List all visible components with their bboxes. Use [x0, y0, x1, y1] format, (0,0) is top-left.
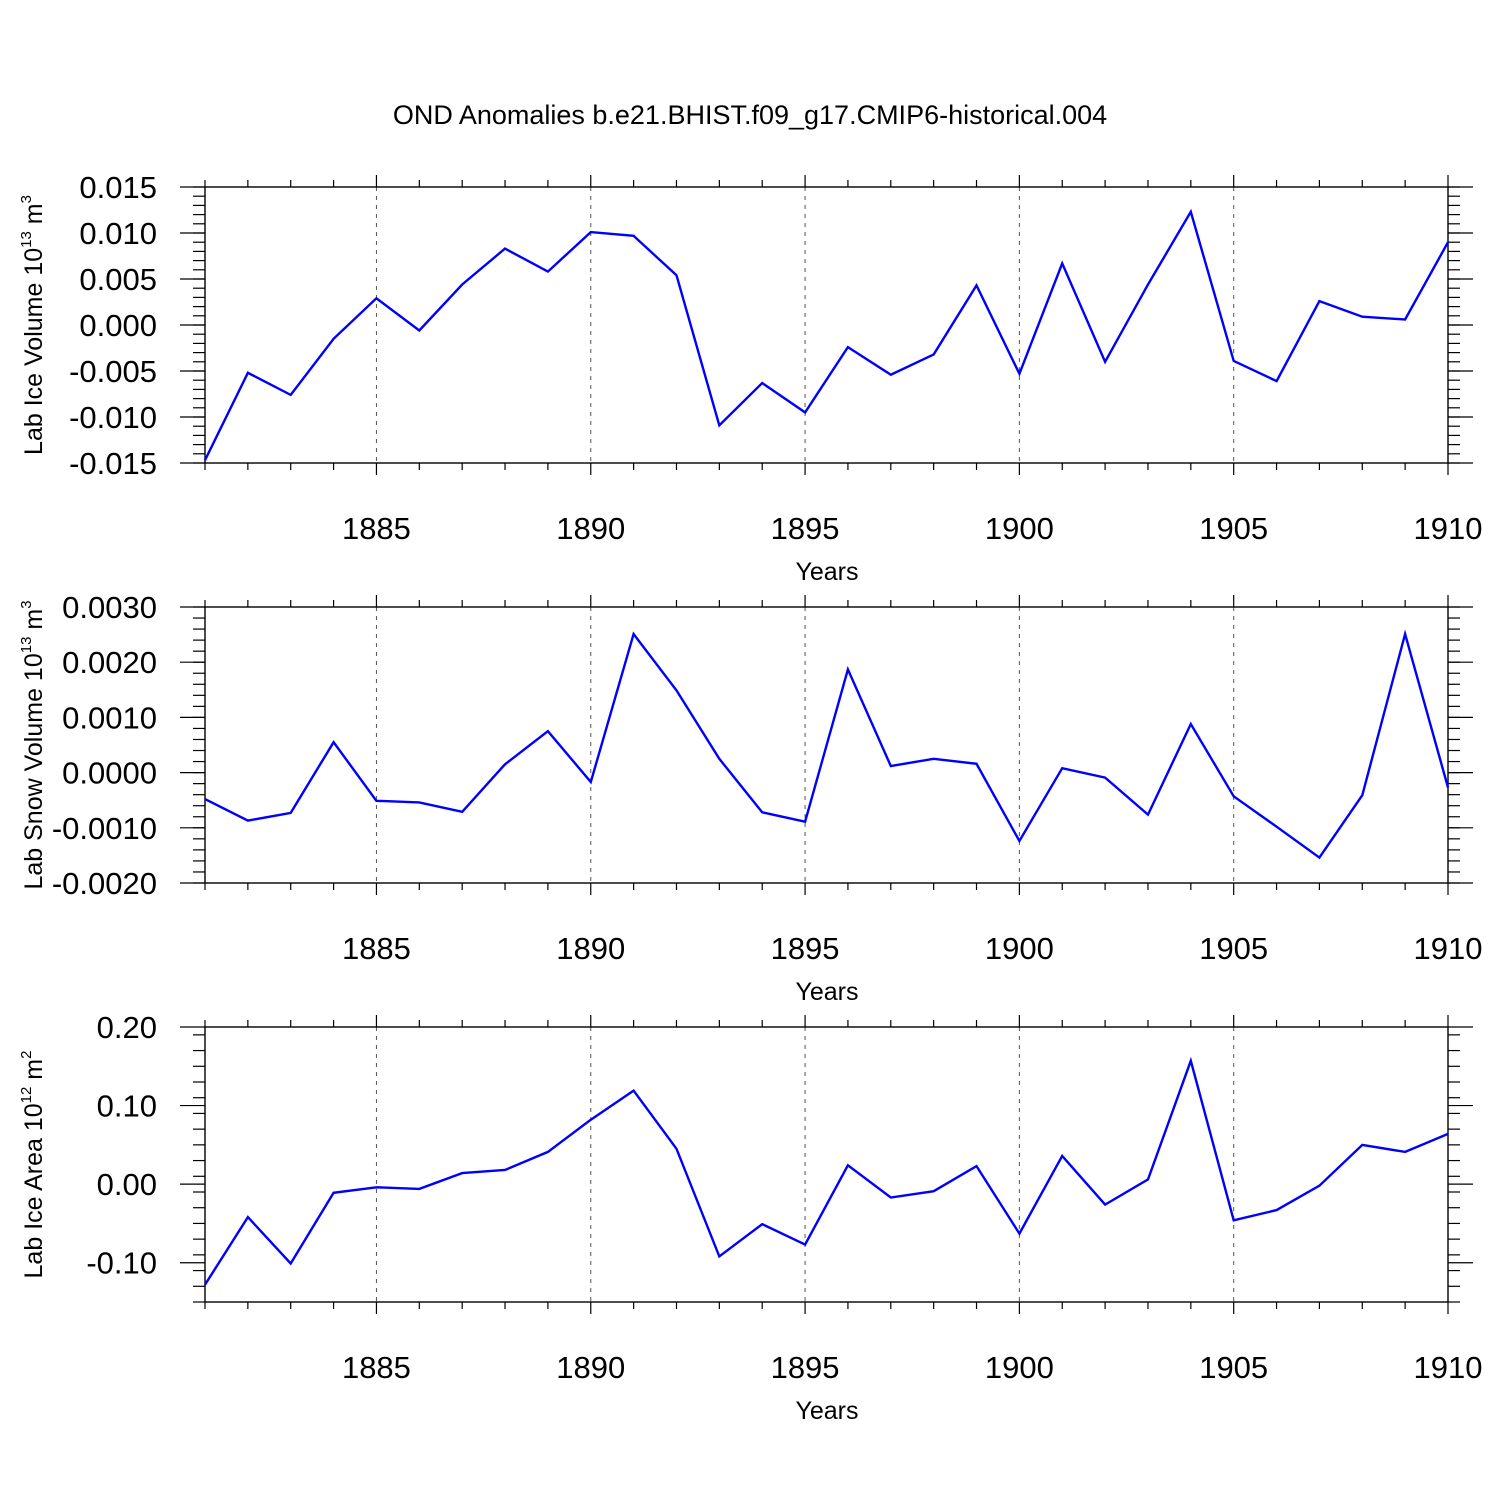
y-axis-label-exponent: 12 [18, 1087, 35, 1104]
x-tick-label: 1885 [342, 1350, 411, 1385]
panels: -0.015 -0.010 -0.005 0.000 0.005 0.010 0.015 18… [18, 170, 1482, 1425]
x-axis-label: Years [795, 1397, 858, 1425]
y-tick-label: 0.000 [79, 308, 157, 343]
y-tick-label: -0.015 [69, 446, 157, 481]
x-tick-label: 1905 [1199, 511, 1268, 546]
x-tick-label: 1905 [1199, 931, 1268, 966]
x-tick-label: 1885 [342, 511, 411, 546]
y-axis-label-unit-exponent: 3 [18, 600, 35, 608]
y-tick-label: 0.10 [97, 1089, 157, 1124]
y-tick-label: -0.0010 [52, 811, 157, 846]
y-axis-label-exponent: 13 [18, 637, 35, 654]
y-axis-label-unit-exponent: 3 [18, 195, 35, 203]
y-tick-label: 0.010 [79, 216, 157, 251]
series-line [203, 208, 1450, 461]
x-tick-label: 1885 [342, 931, 411, 966]
figure-title: OND Anomalies b.e21.BHIST.f09_g17.CMIP6-… [393, 100, 1107, 130]
x-tick-label: 1900 [985, 1350, 1054, 1385]
y-tick-label: 0.0030 [62, 590, 157, 625]
chart-panel-1: -0.015 -0.010 -0.005 0.000 0.005 0.010 0.015 18… [18, 170, 1482, 586]
x-axis-label: Years [795, 558, 858, 586]
y-axis-label: Lab Ice Area 1012 m2 [18, 1051, 48, 1279]
y-axis-label-unit: m [20, 1059, 48, 1087]
x-tick-label: 1895 [771, 1350, 840, 1385]
x-tick-label: 1890 [556, 1350, 625, 1385]
y-tick-label: -0.10 [86, 1246, 157, 1281]
series-line [203, 1056, 1449, 1286]
y-tick-label: -0.010 [69, 400, 157, 435]
y-axis-label: Lab Ice Volume 1013 m3 [18, 195, 48, 455]
plot-frame [204, 186, 1449, 464]
y-tick-label: 0.20 [97, 1010, 157, 1045]
y-axis-label-unit: m [20, 203, 48, 231]
x-tick-label: 1890 [556, 511, 625, 546]
y-axis-label-text: Lab Ice Volume 10 [20, 248, 48, 455]
x-tick-label: 1905 [1199, 1350, 1268, 1385]
y-axis-label-text: Lab Ice Area 10 [20, 1103, 48, 1278]
y-axis-label: Lab Snow Volume 1013 m3 [18, 600, 48, 889]
x-tick-label: 1900 [985, 511, 1054, 546]
x-tick-label: 1910 [1414, 1350, 1483, 1385]
y-tick-label: 0.00 [97, 1167, 157, 1202]
plot-frame [204, 606, 1449, 884]
y-axis-label-unit-exponent: 2 [18, 1051, 35, 1059]
y-tick-label: -0.005 [69, 354, 157, 389]
x-tick-label: 1910 [1414, 511, 1483, 546]
y-tick-label: 0.0020 [62, 645, 157, 680]
x-tick-label: 1895 [771, 931, 840, 966]
plot-frame [204, 1026, 1449, 1303]
x-tick-label: 1895 [771, 511, 840, 546]
series-line [204, 629, 1450, 860]
x-tick-label: 1910 [1414, 931, 1483, 966]
x-axis-label: Years [795, 978, 858, 1006]
chart-panel-2: -0.0020 -0.0010 0.0000 0.0010 0.0020 0.0030 18… [18, 590, 1482, 1006]
y-axis-label-exponent: 13 [18, 231, 35, 248]
y-tick-label: 0.015 [79, 170, 157, 205]
y-axis-label-unit: m [20, 609, 48, 637]
x-tick-label: 1900 [985, 931, 1054, 966]
x-tick-label: 1890 [556, 931, 625, 966]
y-tick-label: 0.0010 [62, 700, 157, 735]
y-tick-label: 0.0000 [62, 756, 157, 791]
y-axis-label-text: Lab Snow Volume 10 [20, 653, 48, 889]
chart-panel-3: -0.10 0.00 0.10 0.20 1885 1890 1895 1900 1905 191… [18, 1010, 1482, 1425]
y-tick-label: -0.0020 [52, 866, 157, 901]
y-tick-label: 0.005 [79, 262, 157, 297]
